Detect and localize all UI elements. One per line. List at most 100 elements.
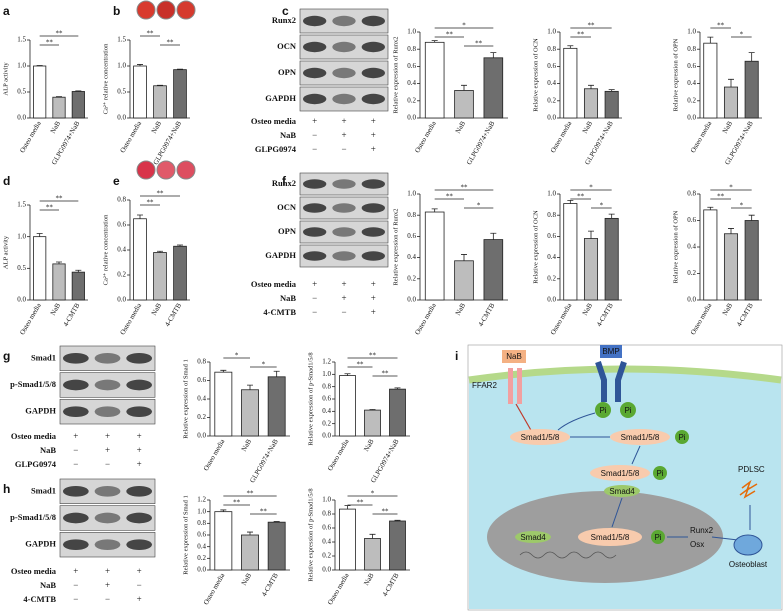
y-tick-label: 0.4 xyxy=(687,243,696,251)
diagram-label: Smad1/5/8 xyxy=(601,469,640,478)
x-tick-label: Osteo media xyxy=(326,571,351,606)
diagram-label: Smad1/5/8 xyxy=(521,433,560,442)
significance-label: ** xyxy=(717,22,725,30)
error-bar xyxy=(220,509,227,512)
y-tick-label: 1.0 xyxy=(687,28,696,36)
treatment-sign: + xyxy=(105,580,110,590)
protein-label: GAPDH xyxy=(265,93,296,103)
bar xyxy=(33,65,47,119)
treatment-sign: − xyxy=(73,459,78,469)
significance-label: * xyxy=(600,202,604,210)
blot-band xyxy=(361,227,386,237)
bar xyxy=(133,218,147,301)
x-tick-label: NaB xyxy=(454,302,468,317)
protein-label: OCN xyxy=(277,202,297,212)
x-tick-label: Osteo media xyxy=(549,301,574,336)
bar xyxy=(153,252,167,301)
y-axis-label: Relative expression of OPN xyxy=(672,38,679,111)
error-bar xyxy=(177,68,183,70)
bar xyxy=(454,90,474,119)
y-tick-label: 0.6 xyxy=(197,376,206,384)
y-tick-label: 0.8 xyxy=(407,211,416,219)
pathway-diagram xyxy=(467,344,783,611)
blot-band xyxy=(303,41,327,53)
y-tick-label: 0.4 xyxy=(322,538,331,546)
y-axis-label: ALP activity xyxy=(2,235,9,269)
x-tick-label: NaB xyxy=(150,302,164,317)
significance-label: ** xyxy=(157,190,165,198)
y-tick-label: 0.8 xyxy=(197,358,206,366)
treatment-sign: + xyxy=(341,279,346,289)
protein-label: Smad1 xyxy=(31,485,56,495)
x-tick-label: NaB xyxy=(581,302,595,317)
significance-label: ** xyxy=(46,204,54,212)
diagram-label: Osx xyxy=(690,540,704,549)
error-bar xyxy=(431,40,438,43)
significance-label: * xyxy=(477,202,481,210)
blot-band xyxy=(332,41,356,53)
y-tick-label: 0.6 xyxy=(687,216,696,224)
blot-band xyxy=(303,93,327,105)
x-tick-label: NaB xyxy=(240,438,254,453)
treatment-label: 4-CMTB xyxy=(23,594,56,604)
treatment-sign: + xyxy=(137,431,142,441)
x-tick-label: GLPG0974+NaB xyxy=(248,438,280,485)
significance-label: ** xyxy=(446,31,454,39)
blot-band xyxy=(332,67,356,79)
blot-band xyxy=(126,406,152,417)
error-bar xyxy=(608,213,615,219)
x-tick-label: Osteo media xyxy=(689,301,714,336)
significance-label: ** xyxy=(56,195,64,203)
panel-label: i xyxy=(455,349,458,363)
error-bar xyxy=(273,521,280,523)
bar xyxy=(339,508,356,571)
y-tick-label: 0.6 xyxy=(547,62,556,70)
x-tick-label: Osteo media xyxy=(202,437,227,472)
y-tick-label: 0.0 xyxy=(117,296,126,304)
protein-label: p-Smad1/5/8 xyxy=(10,512,56,522)
bar xyxy=(267,521,286,571)
y-tick-label: 0.0 xyxy=(197,432,206,440)
y-tick-label: 0.0 xyxy=(547,114,556,122)
y-tick-label: 0.2 xyxy=(322,419,331,427)
bar xyxy=(173,69,187,119)
bar xyxy=(389,520,406,571)
x-tick-label: 4-CMTB xyxy=(260,572,280,599)
blot-band xyxy=(126,486,152,497)
y-tick-label: 0.4 xyxy=(407,79,416,87)
error-bar xyxy=(157,84,163,86)
x-tick-label: Osteo media xyxy=(549,119,574,154)
treatment-sign: − xyxy=(73,445,78,455)
y-tick-label: 0.2 xyxy=(687,269,696,277)
y-tick-label: 1.0 xyxy=(407,190,416,198)
y-tick-label: 0.2 xyxy=(547,96,556,104)
significance-label: ** xyxy=(147,199,155,207)
treatment-sign: − xyxy=(312,293,317,303)
x-tick-label: NaB xyxy=(721,302,735,317)
bar xyxy=(364,538,381,571)
y-tick-label: 1.5 xyxy=(17,36,26,44)
treatment-label: Osteo media xyxy=(251,116,297,126)
treatment-sign: − xyxy=(137,580,142,590)
y-tick-label: 0.5 xyxy=(17,264,26,272)
x-tick-label: 4-CMTB xyxy=(381,572,401,599)
diagram-label: Osteoblast xyxy=(729,560,768,569)
x-tick-label: NaB xyxy=(240,572,254,587)
error-bar xyxy=(36,233,43,237)
error-bar xyxy=(75,269,82,273)
y-tick-label: 0.4 xyxy=(117,246,126,254)
significance-label: * xyxy=(462,22,466,30)
treatment-sign: + xyxy=(137,594,142,604)
diagram-label: FFAR2 xyxy=(472,381,497,390)
blot-band xyxy=(63,353,89,364)
blot-band xyxy=(63,486,89,497)
y-tick-label: 0.6 xyxy=(407,62,416,70)
y-tick-label: 0.8 xyxy=(687,45,696,53)
y-tick-label: 0.4 xyxy=(547,253,556,261)
treatment-sign: − xyxy=(341,307,346,317)
x-tick-label: Osteo media xyxy=(202,571,227,606)
error-bar xyxy=(490,232,497,240)
error-bar xyxy=(728,228,734,234)
x-tick-label: NaB xyxy=(454,120,468,135)
